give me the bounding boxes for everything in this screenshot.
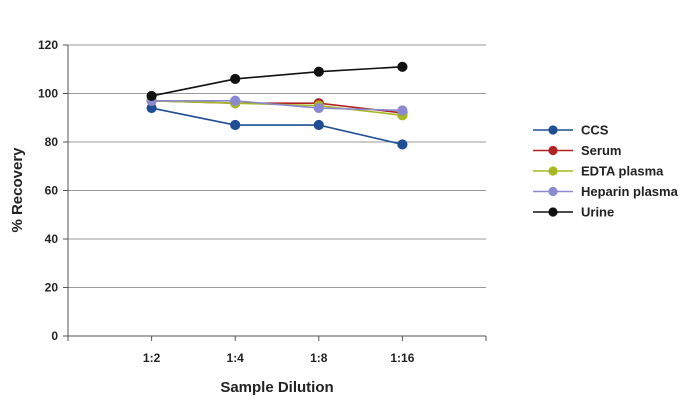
y-tick-label: 80 — [45, 135, 59, 149]
legend-label: Urine — [581, 205, 614, 220]
series-line — [151, 66, 403, 97]
series-line — [151, 99, 403, 112]
x-tick-label: 1:8 — [310, 351, 328, 365]
legend-marker — [548, 186, 558, 197]
axes — [63, 44, 487, 341]
legend-label: EDTA plasma — [581, 164, 664, 179]
legend-item: Urine — [533, 205, 614, 220]
y-tick-label: 60 — [45, 184, 59, 198]
data-point — [397, 61, 408, 72]
gridlines — [68, 44, 486, 288]
legend-item: Serum — [533, 143, 621, 158]
data-point — [230, 73, 241, 85]
y-axis-title: % Recovery — [9, 147, 26, 233]
series-urine — [146, 61, 408, 102]
data-point — [397, 139, 408, 150]
x-tick-labels: 1:2 1:4 1:8 1:16 — [143, 351, 415, 365]
legend-item: CCS — [533, 123, 609, 138]
legend-item: EDTA plasma — [533, 164, 664, 179]
legend: CCS Serum EDTA plasma Heparin plasma Urine — [533, 123, 679, 220]
legend-marker — [548, 145, 558, 156]
y-tick-label: 20 — [45, 281, 59, 295]
x-tick-label: 1:2 — [143, 351, 161, 365]
data-point — [230, 119, 241, 131]
series-edta-plasma — [146, 95, 408, 121]
legend-label: CCS — [581, 123, 609, 138]
data-point — [230, 95, 241, 106]
data-point — [146, 90, 157, 102]
y-tick-label: 40 — [45, 232, 59, 246]
y-tick-label: 120 — [38, 38, 58, 52]
data-point — [313, 66, 324, 77]
x-tick-label: 1:4 — [227, 351, 245, 365]
legend-marker — [548, 166, 558, 176]
legend-marker — [548, 125, 558, 135]
y-tick-labels: 0 20 40 60 80 100 120 — [38, 38, 58, 343]
series-line — [151, 107, 403, 146]
data-point — [313, 119, 324, 131]
data-point — [397, 105, 408, 116]
legend-label: Serum — [581, 143, 621, 158]
data-point — [313, 102, 324, 114]
y-tick-label: 0 — [51, 329, 58, 343]
x-tick-label: 1:16 — [390, 351, 414, 365]
legend-label: Heparin plasma — [581, 184, 679, 199]
legend-item: Heparin plasma — [533, 184, 679, 199]
legend-marker — [548, 207, 558, 217]
x-axis-title: Sample Dilution — [220, 379, 333, 396]
series-lines — [146, 61, 408, 150]
y-tick-label: 100 — [38, 87, 58, 101]
series-heparin-plasma — [146, 95, 408, 116]
